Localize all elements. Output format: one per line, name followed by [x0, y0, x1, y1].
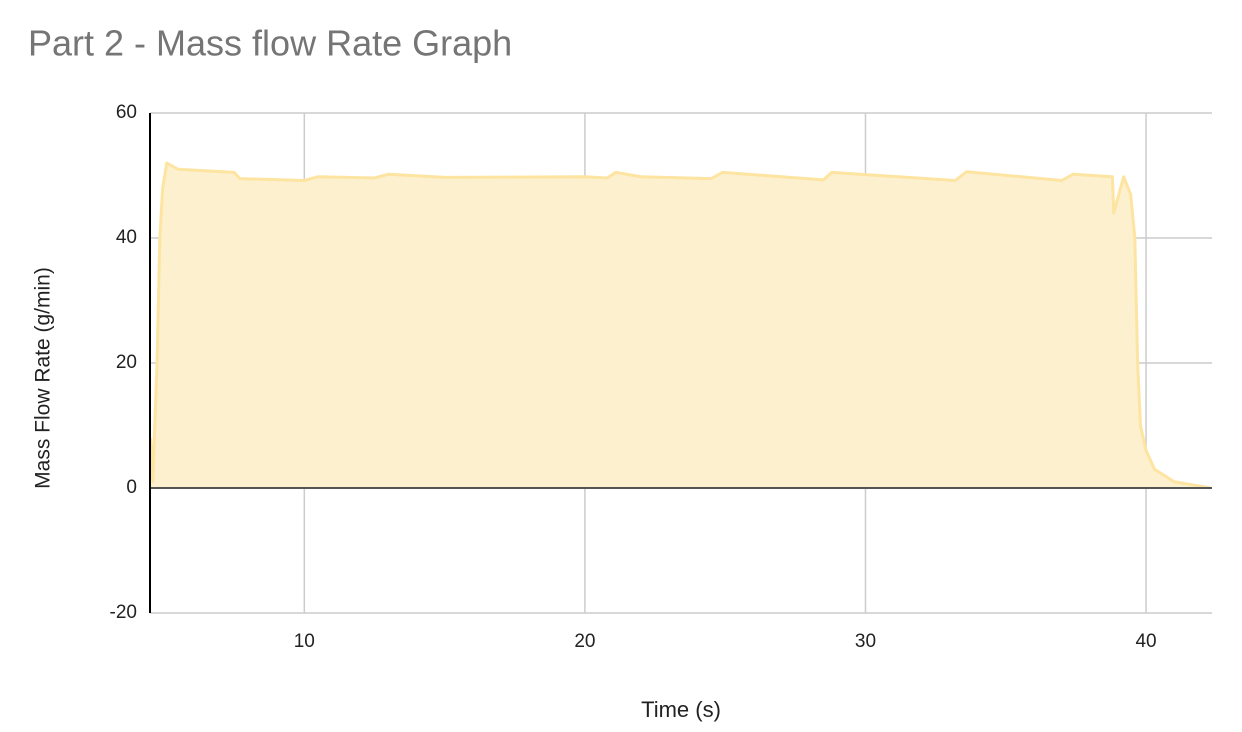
x-tick-label: 30 — [855, 631, 876, 652]
x-axis-title: Time (s) — [641, 697, 721, 722]
area — [150, 163, 1211, 488]
x-tick-label: 10 — [294, 631, 315, 652]
chart-title: Part 2 - Mass flow Rate Graph — [28, 23, 512, 64]
y-axis-title: Mass Flow Rate (g/min) — [32, 267, 55, 489]
y-tick-label: 0 — [126, 477, 137, 498]
line — [149, 161, 1211, 490]
y-tick-label: 20 — [116, 352, 137, 373]
x-tick-label: 40 — [1135, 631, 1156, 652]
x-tick-label: 20 — [574, 631, 595, 652]
y-tick-label: -20 — [110, 602, 137, 623]
y-tick-label: 40 — [116, 227, 137, 248]
y-tick-label: 60 — [116, 102, 137, 123]
